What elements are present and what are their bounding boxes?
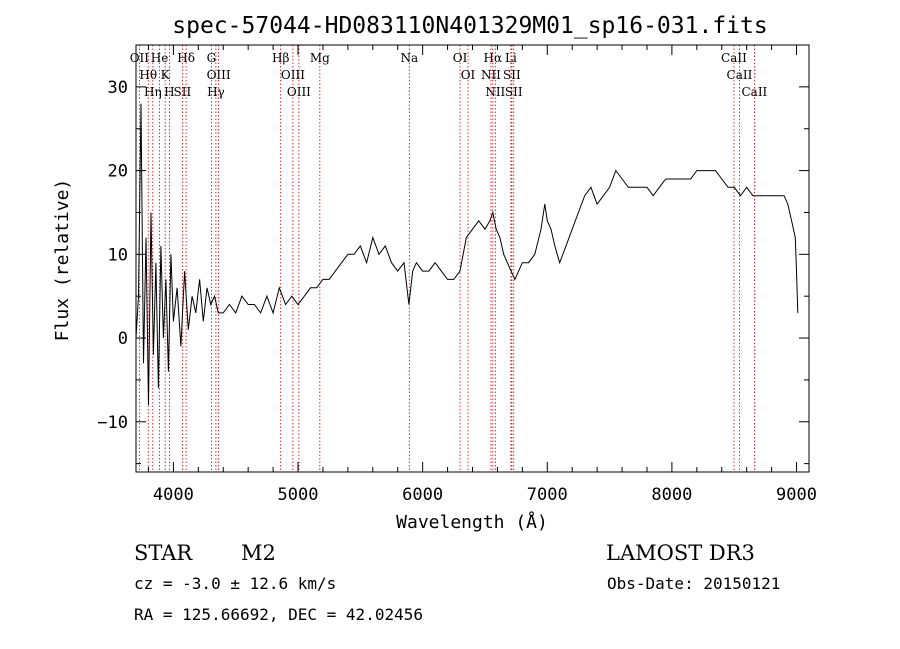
line-marker-label: OIII bbox=[287, 85, 311, 99]
y-tick-label: 20 bbox=[108, 162, 128, 182]
line-marker-label: Hθ bbox=[139, 68, 157, 82]
line-marker-labels: OII Hθ Hη He KH Hδ SII G OIII Hγ Hβ OIII OIII Mg Na OI O… bbox=[130, 51, 768, 99]
line-marker-label: OI bbox=[461, 68, 476, 82]
line-marker-label: Hβ bbox=[272, 51, 289, 65]
line-marker-label: He bbox=[151, 51, 169, 65]
x-tick-label: 7000 bbox=[527, 485, 568, 505]
line-marker-label: Hα bbox=[484, 51, 503, 65]
coordinates: RA = 125.66692, DEC = 42.02456 bbox=[134, 605, 423, 624]
y-tick-label: 10 bbox=[108, 245, 128, 265]
line-marker-label: Mg bbox=[310, 51, 330, 65]
line-marker-label: OI bbox=[453, 51, 468, 65]
line-marker-label: G bbox=[207, 51, 217, 65]
survey-name: LAMOST DR3 bbox=[606, 541, 755, 565]
x-tick-label: 6000 bbox=[402, 485, 443, 505]
line-markers bbox=[138, 45, 755, 472]
chart-title: spec-57044-HD083110N401329M01_sp16-031.f… bbox=[172, 13, 767, 39]
line-marker-label: K bbox=[161, 68, 171, 82]
y-tick-label: 30 bbox=[108, 78, 128, 98]
line-marker-label: CaII bbox=[727, 68, 753, 82]
y-tick-label: 0 bbox=[118, 329, 128, 349]
line-marker-label: Hδ bbox=[177, 51, 195, 65]
line-marker-label: Li bbox=[505, 51, 517, 65]
plot-frame bbox=[135, 44, 810, 473]
x-tick-label: 8000 bbox=[651, 485, 692, 505]
line-marker-label: SII bbox=[174, 85, 192, 99]
line-marker-label: Hγ bbox=[207, 85, 225, 99]
object-subclass: M2 bbox=[241, 541, 276, 565]
line-marker-label: NII bbox=[481, 68, 501, 82]
obs-date: Obs-Date: 20150121 bbox=[607, 574, 780, 593]
y-axis: −10 0 10 20 30 bbox=[97, 78, 809, 465]
line-marker-label: Hη bbox=[144, 85, 162, 99]
line-marker-label: NII bbox=[485, 85, 505, 99]
line-marker-label: OII bbox=[130, 51, 150, 65]
line-marker-label: OIII bbox=[281, 68, 305, 82]
line-marker-label: H bbox=[164, 85, 174, 99]
line-marker-label: CaII bbox=[721, 51, 747, 65]
line-marker-label: SII bbox=[503, 68, 521, 82]
x-axis-label: Wavelength (Å) bbox=[396, 511, 548, 533]
line-marker-label: CaII bbox=[741, 85, 767, 99]
line-marker-label: Na bbox=[400, 51, 418, 65]
x-axis: 4000 5000 6000 7000 8000 9000 bbox=[147, 45, 817, 505]
x-tick-label: 5000 bbox=[278, 485, 319, 505]
line-marker-label: OIII bbox=[207, 68, 231, 82]
spectrum-line bbox=[135, 103, 799, 406]
x-tick-label: 4000 bbox=[153, 485, 194, 505]
object-class: STAR bbox=[134, 541, 193, 565]
x-tick-label: 9000 bbox=[776, 485, 817, 505]
redshift-text: cz = -3.0 ± 12.6 km/s bbox=[134, 574, 336, 593]
y-tick-label: −10 bbox=[97, 413, 128, 433]
line-marker-label: SII bbox=[505, 85, 523, 99]
y-axis-label: Flux (relative) bbox=[52, 179, 73, 342]
